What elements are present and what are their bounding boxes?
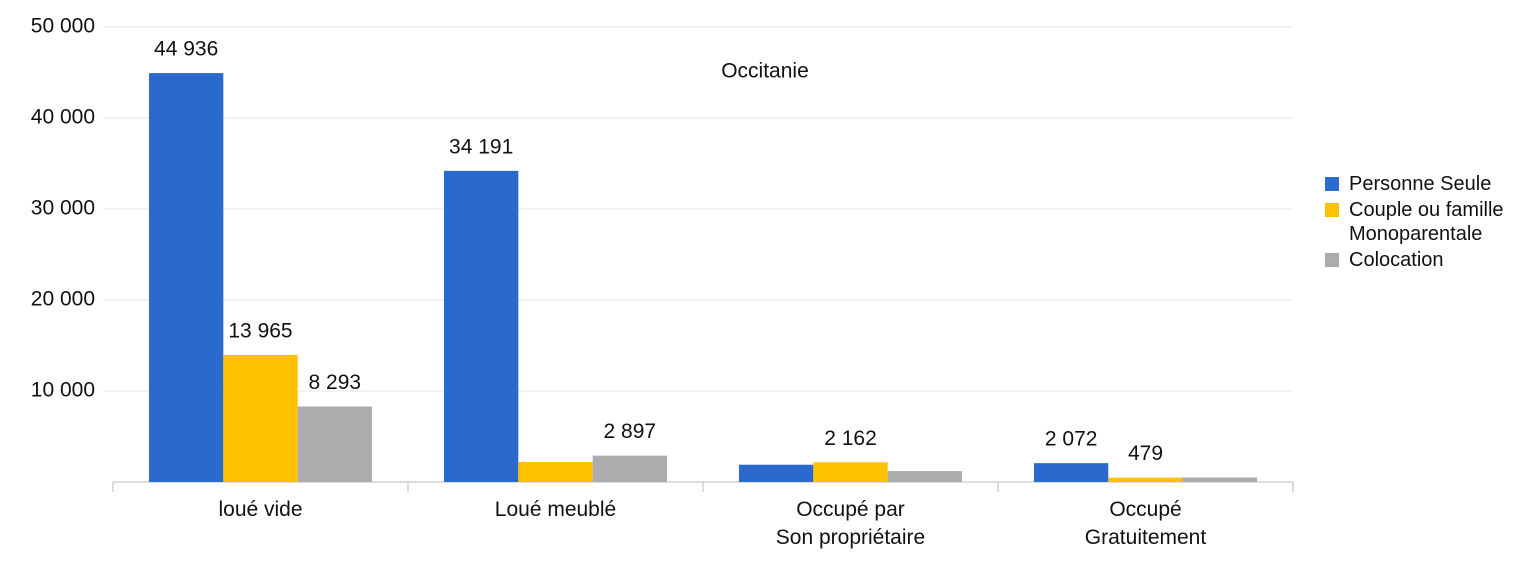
- x-tick-label: Occupé par Son propriétaire: [775, 498, 926, 549]
- legend-label: Personne Seule: [1349, 173, 1492, 195]
- legend-item: Couple ou famille Monoparentale: [1325, 198, 1509, 246]
- data-label: 34 191: [449, 135, 513, 158]
- legend-label: Colocation: [1349, 249, 1444, 271]
- data-label: 2 072: [1045, 428, 1098, 451]
- y-tick-label: 30 000: [31, 197, 95, 220]
- data-label: 2 162: [824, 427, 877, 450]
- legend-label: Couple ou famille Monoparentale: [1349, 199, 1504, 245]
- y-tick-label: 10 000: [31, 379, 95, 402]
- bar: [1033, 463, 1109, 482]
- data-label: 13 965: [228, 319, 292, 342]
- bar: [1108, 477, 1183, 482]
- x-tick-label: loué vide: [218, 498, 303, 521]
- chart-title: Occitanie: [721, 60, 809, 83]
- bar: [887, 471, 963, 482]
- data-label: 479: [1128, 442, 1163, 465]
- data-label: 44 936: [154, 38, 218, 61]
- bar: [148, 73, 224, 482]
- legend-swatch: [1325, 177, 1339, 191]
- legend-item: Personne Seule: [1325, 172, 1509, 196]
- legend-swatch: [1325, 253, 1339, 267]
- bar: [443, 170, 519, 483]
- bar: [592, 455, 668, 482]
- y-tick-label: 20 000: [31, 288, 95, 311]
- y-tick-label: 50 000: [31, 15, 95, 38]
- bar: [1182, 477, 1258, 482]
- data-label: 2 897: [604, 420, 657, 443]
- bar: [738, 464, 814, 482]
- legend-swatch: [1325, 203, 1339, 217]
- bar: [518, 461, 593, 482]
- bar: [223, 354, 298, 482]
- y-tick-label: 40 000: [31, 106, 95, 129]
- legend-item: Colocation: [1325, 248, 1509, 272]
- bar: [297, 406, 373, 482]
- x-tick-label: Occupé Gratuitement: [1084, 498, 1207, 549]
- bar: [813, 462, 888, 482]
- data-label: 8 293: [309, 371, 362, 394]
- x-tick-label: Loué meublé: [494, 498, 617, 521]
